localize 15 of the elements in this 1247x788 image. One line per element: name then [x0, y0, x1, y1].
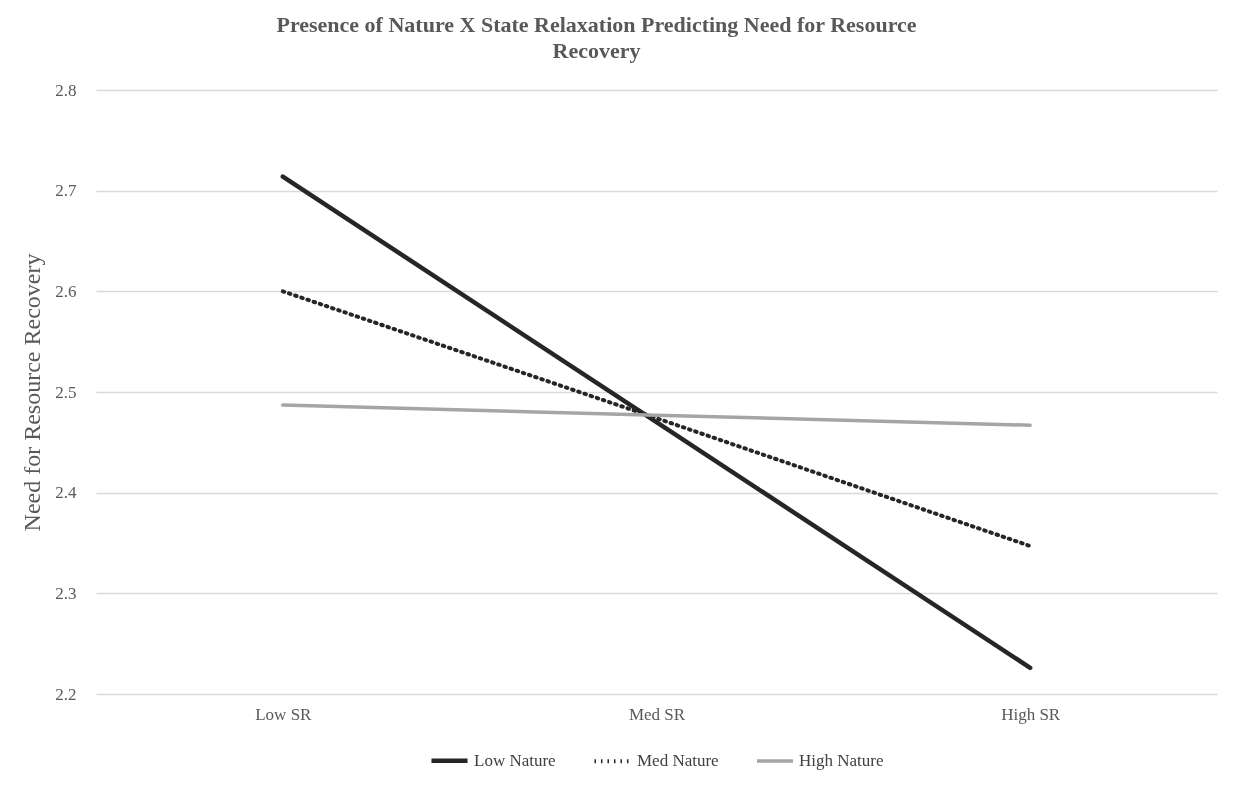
chart-title: Presence of Nature X State Relaxation Predicting Need for Resource Recovery: [276, 12, 917, 63]
y-tick-label: 2.3: [55, 583, 77, 603]
y-tick-label: 2.5: [55, 382, 77, 402]
y-tick-label: 2.7: [55, 181, 77, 201]
x-tick-label: Low SR: [255, 704, 313, 724]
y-tick-label: 2.6: [55, 281, 77, 301]
y-tick-label: 2.2: [55, 684, 77, 704]
y-tick-label: 2.4: [55, 483, 77, 503]
y-axis-title: Need for Resource Recovery: [19, 253, 46, 532]
x-tick-label: High SR: [1001, 704, 1061, 724]
legend-label: High Nature: [799, 751, 884, 770]
y-tick-label: 2.8: [55, 80, 77, 100]
legend-label: Med Nature: [637, 751, 719, 771]
legend-label: Low Nature: [474, 750, 556, 770]
x-tick-label: Med SR: [628, 704, 686, 724]
